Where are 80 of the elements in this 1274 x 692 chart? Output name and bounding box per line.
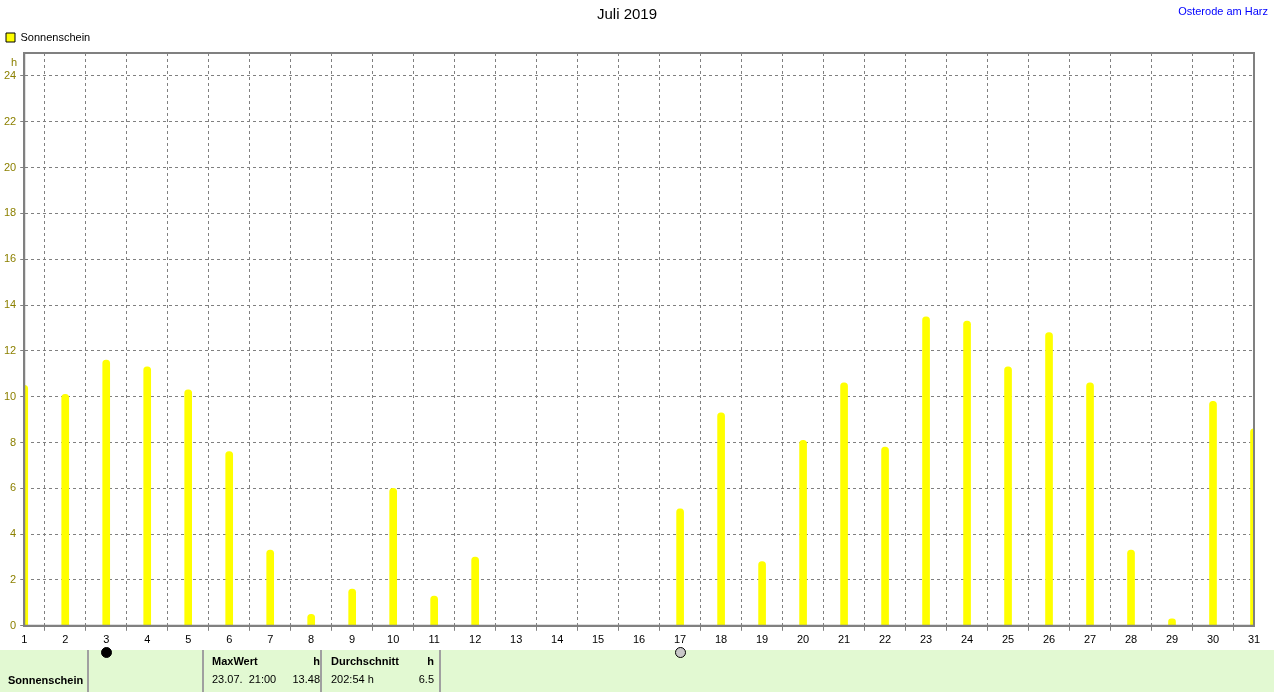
x-tick-label: 15 [592, 633, 605, 646]
bar [61, 394, 70, 626]
bar [963, 320, 971, 626]
bar [717, 412, 725, 626]
bar [1086, 382, 1094, 626]
x-tick-label: 31 [1247, 633, 1261, 646]
text: Sonnenschein [8, 674, 84, 686]
y-tick-label: 12 [3, 343, 17, 356]
x-tick-label: 13 [510, 633, 523, 646]
x-tick-label: 8 [308, 633, 315, 646]
bar [389, 488, 397, 626]
x-tick-label: 26 [1042, 633, 1056, 646]
x-tick-label: 1 [21, 633, 28, 646]
x-tick-label: 24 [960, 633, 974, 646]
bar [1209, 400, 1217, 626]
text: Durchschnitt [331, 655, 399, 667]
text: h [313, 655, 320, 667]
x-tick-label: 27 [1083, 633, 1097, 646]
bar [840, 382, 848, 626]
x-tick-label: 2 [62, 633, 69, 646]
bar [799, 439, 807, 626]
bar [102, 359, 111, 626]
y-tick-label: 20 [3, 160, 17, 173]
bar [225, 451, 234, 626]
bar [266, 549, 275, 626]
text: MaxWert [212, 655, 258, 667]
x-tick-label: 16 [632, 633, 646, 646]
bar [758, 561, 766, 626]
bar [471, 556, 479, 626]
text: 202:54 h [331, 673, 374, 685]
chart-title: Juli 2019 [596, 5, 658, 23]
bar [676, 508, 684, 626]
legend-label: Sonnenschein [20, 30, 91, 43]
y-axis-title: h [10, 56, 18, 69]
x-tick-label: 7 [267, 633, 274, 646]
y-tick-label: 6 [10, 481, 17, 494]
x-tick-label: 25 [1001, 633, 1015, 646]
x-tick-label: 29 [1165, 633, 1179, 646]
bar [922, 316, 930, 626]
chart-subtitle: Osterode am Harz [1178, 5, 1268, 17]
x-tick-label: 4 [144, 633, 151, 646]
x-tick-label: 11 [428, 633, 440, 646]
x-tick-label: 23 [919, 633, 933, 646]
bar [143, 366, 152, 626]
x-tick-label: 19 [755, 633, 769, 646]
text: 6.5 [418, 673, 434, 685]
y-tick-label: 14 [3, 298, 17, 311]
x-tick-label: 14 [551, 633, 564, 646]
x-tick-label: 22 [878, 633, 892, 646]
y-tick-label: 4 [10, 527, 17, 540]
y-tick-label: 2 [10, 573, 17, 586]
x-tick-label: 12 [469, 633, 482, 646]
x-tick-label: 28 [1124, 633, 1138, 646]
y-tick-label: 18 [3, 206, 17, 219]
bar [1045, 332, 1053, 626]
y-tick-label: 24 [3, 68, 17, 81]
x-tick-label: 20 [796, 633, 810, 646]
x-tick-label: 6 [226, 633, 233, 646]
x-tick-label: 10 [387, 633, 400, 646]
bar [430, 595, 438, 626]
y-tick-label: 16 [3, 252, 17, 265]
text: 13.48 [292, 673, 320, 685]
x-tick-label: 17 [673, 633, 687, 646]
bar [1004, 366, 1012, 626]
x-tick-label: 21 [837, 633, 851, 646]
x-tick-label: 5 [185, 633, 192, 646]
y-tick-label: 10 [3, 389, 17, 402]
bar [184, 389, 193, 626]
text: h [427, 655, 434, 667]
y-tick-label: 8 [10, 435, 17, 448]
x-tick-label: 30 [1206, 633, 1220, 646]
x-tick-label: 18 [714, 633, 728, 646]
y-tick-label: 0 [10, 618, 17, 631]
text: 23.07. 21:00 [212, 673, 277, 685]
x-tick-label: 3 [103, 633, 110, 646]
x-tick-label: 9 [349, 633, 356, 646]
bar [348, 588, 356, 626]
bar [1127, 549, 1135, 626]
y-tick-label: 22 [3, 114, 17, 127]
bar [881, 446, 889, 626]
